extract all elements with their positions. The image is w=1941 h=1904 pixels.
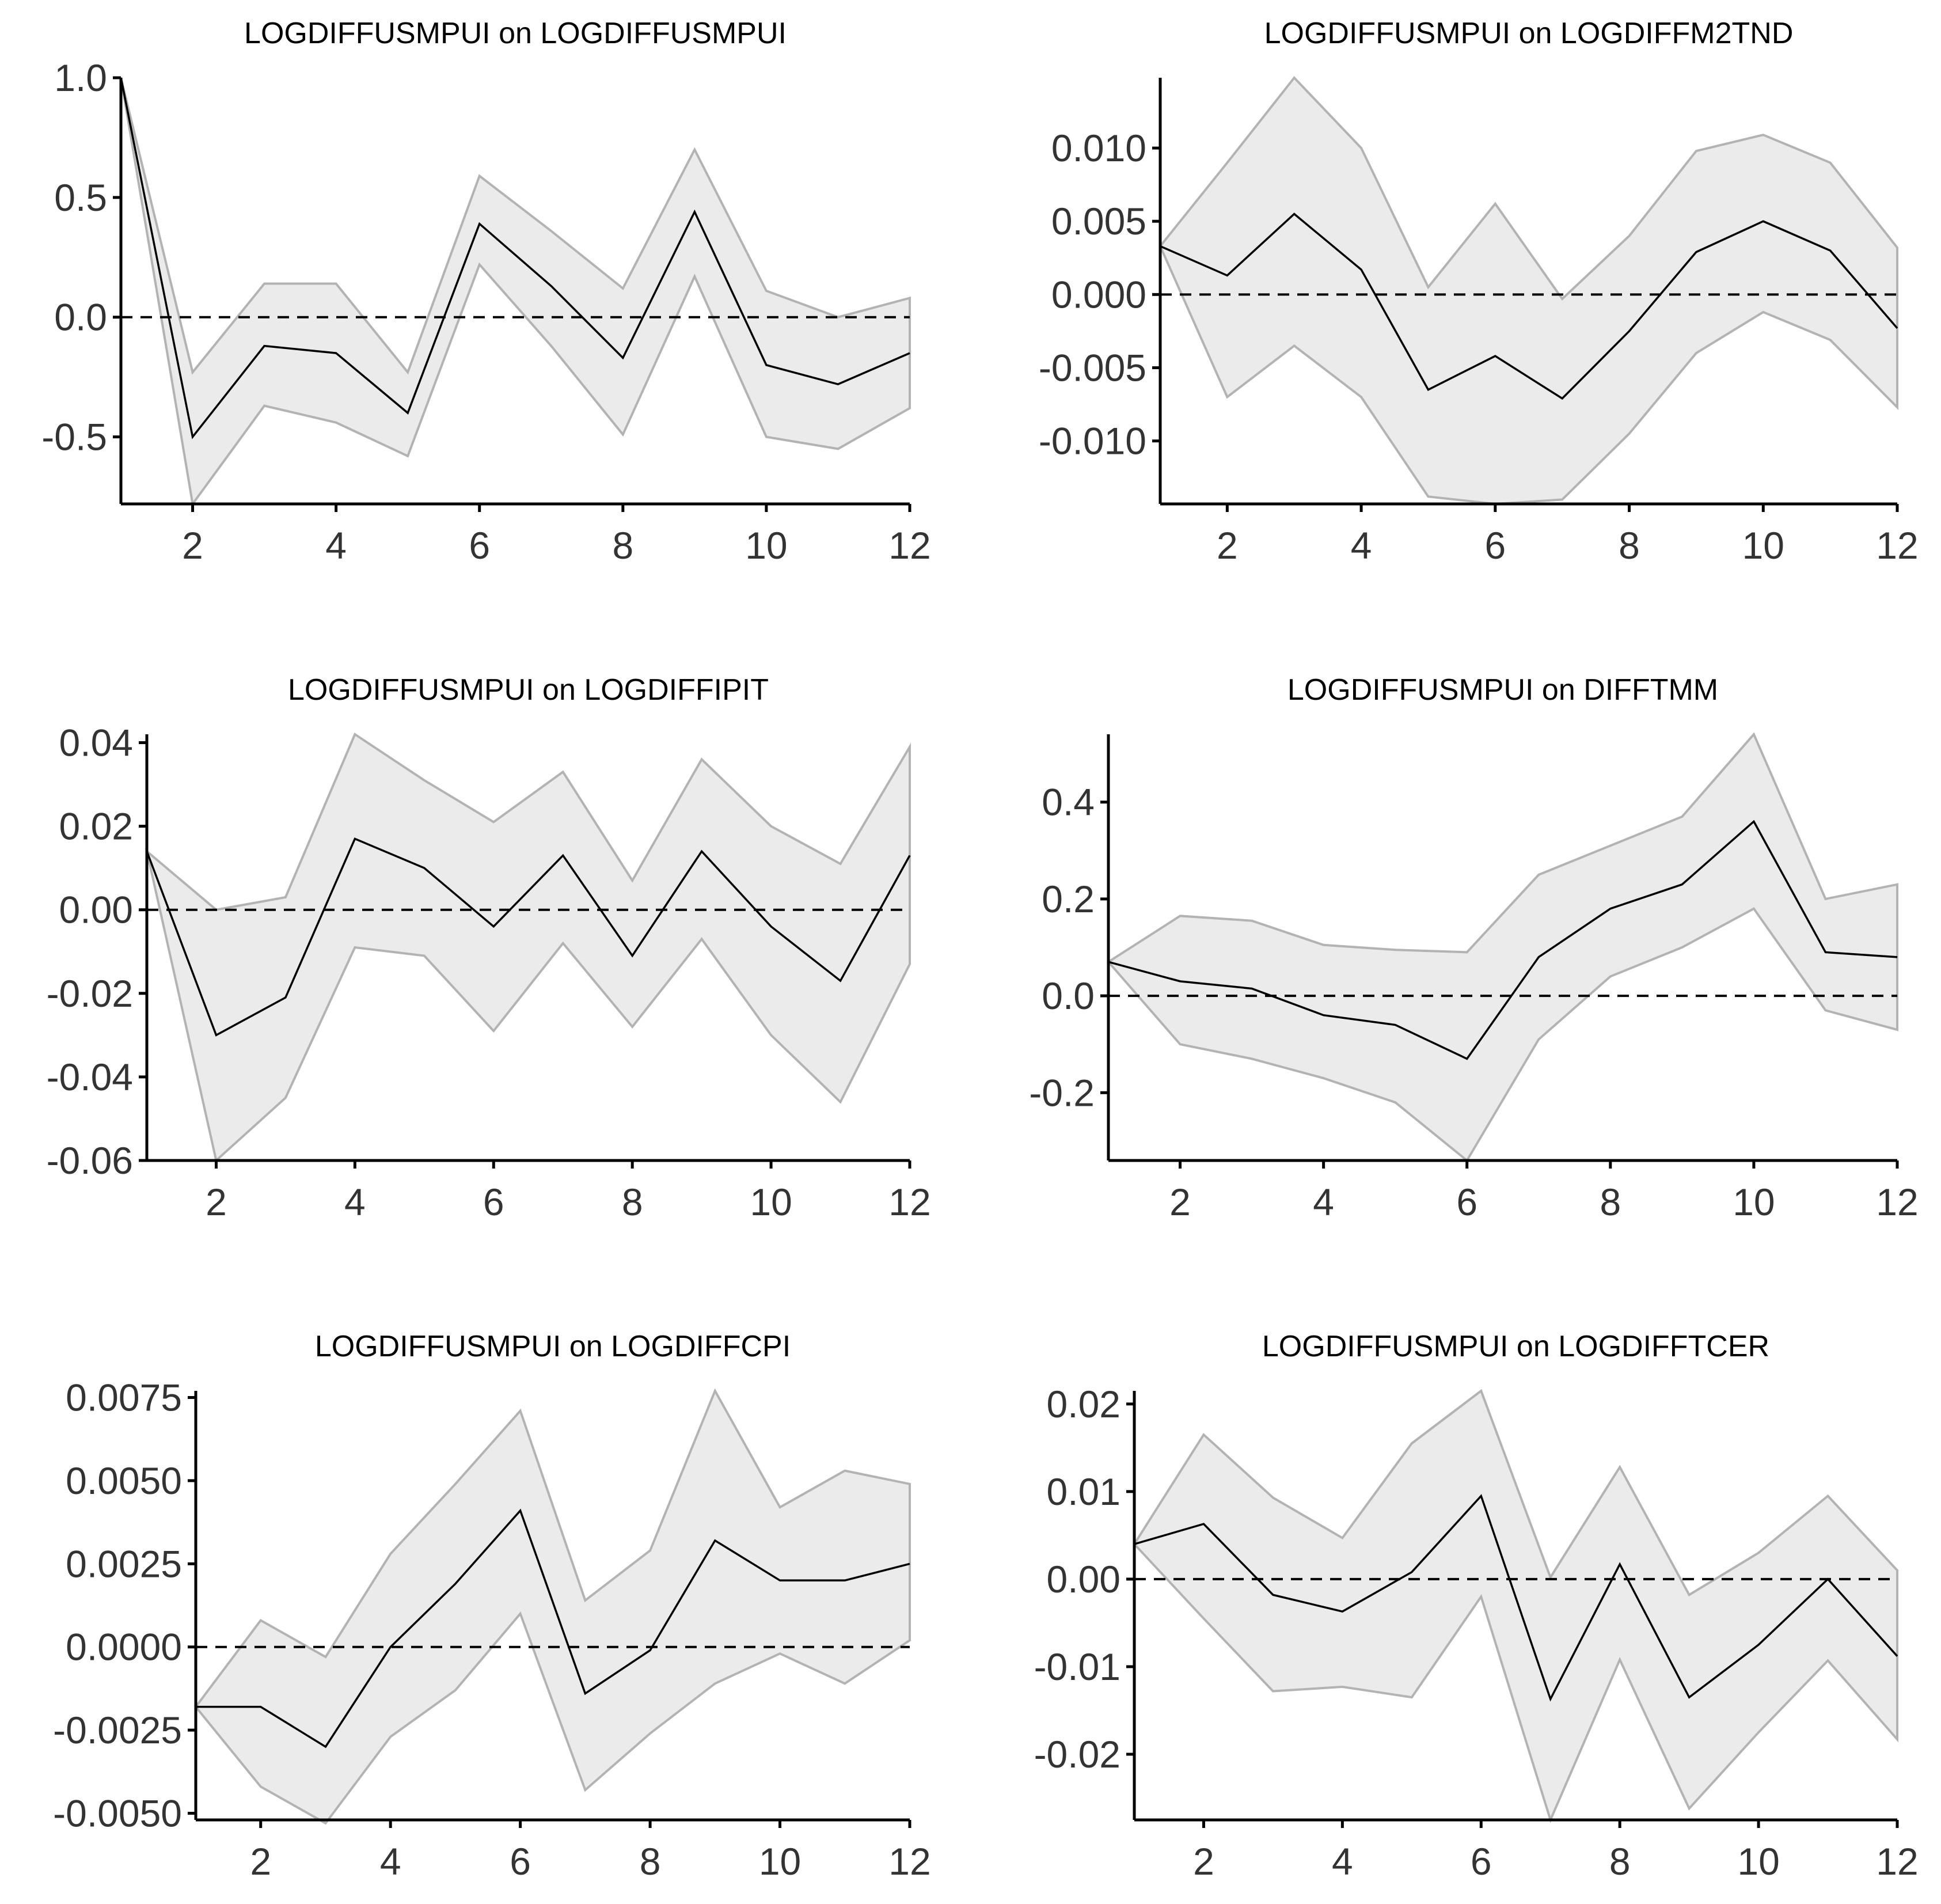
y-tick-label: 0.02: [1047, 1383, 1120, 1425]
y-tick-label: 0.00: [59, 889, 133, 931]
x-tick-label: 4: [344, 1181, 366, 1223]
y-tick-label: -0.02: [47, 972, 133, 1015]
y-tick-label: 0.0075: [66, 1376, 182, 1419]
chart-title: LOGDIFFUSMPUI on LOGDIFFTCER: [1262, 1330, 1769, 1363]
x-tick-label: 10: [1742, 524, 1784, 567]
x-tick-label: 2: [1169, 1181, 1191, 1223]
x-tick-label: 8: [1619, 524, 1640, 567]
x-tick-label: 10: [1737, 1840, 1779, 1883]
x-tick-label: 12: [888, 1181, 930, 1223]
irf-series-line: [1108, 820, 1898, 1060]
chart-title: LOGDIFFUSMPUI on LOGDIFFUSMPUI: [244, 17, 787, 50]
confidence-band: [1106, 732, 1898, 1163]
x-tick-label: 8: [1600, 1181, 1621, 1223]
x-tick-label: 6: [1484, 524, 1506, 567]
y-tick-label: 0.5: [54, 176, 107, 219]
confidence-band: [1158, 75, 1898, 506]
y-tick-label: -0.01: [1034, 1645, 1120, 1688]
chart-title: LOGDIFFUSMPUI on LOGDIFFM2TND: [1264, 17, 1794, 50]
x-tick-label: 12: [1876, 524, 1918, 567]
chart-title: LOGDIFFUSMPUI on LOGDIFFIPIT: [288, 673, 769, 707]
y-tick-label: 0.0050: [66, 1459, 182, 1502]
y-tick-label: 0.0025: [66, 1542, 182, 1585]
chart-panel: LOGDIFFUSMPUI on LOGDIFFCPI 0.0075 0.0050…: [53, 1330, 931, 1883]
x-tick-label: 2: [182, 524, 203, 567]
y-tick-label: 0.04: [59, 722, 133, 764]
x-tick-label: 10: [750, 1181, 792, 1223]
y-tick-label: 0.0000: [66, 1626, 182, 1668]
x-tick-label: 2: [250, 1840, 271, 1883]
y-tick-label: -0.0025: [53, 1709, 182, 1751]
x-tick-label: 8: [640, 1840, 661, 1883]
chart-panel: LOGDIFFUSMPUI on DIFFTMM 0.4 0.2 0.0 -0.2 2 4…: [1029, 673, 1918, 1223]
y-tick-label: -0.06: [47, 1139, 133, 1182]
confidence-band: [145, 733, 911, 1163]
y-tick-label: 0.000: [1051, 273, 1146, 316]
x-tick-label: 12: [1876, 1181, 1918, 1223]
y-tick-label: 0.00: [1047, 1558, 1120, 1600]
x-tick-label: 12: [888, 524, 930, 567]
x-tick-label: 6: [1456, 1181, 1477, 1223]
chart-panel: LOGDIFFUSMPUI on LOGDIFFIPIT 0.04 0.02 0.0…: [47, 673, 931, 1223]
y-tick-label: -0.2: [1029, 1071, 1095, 1114]
y-tick-label: 0.0: [54, 296, 107, 339]
x-tick-label: 8: [1609, 1840, 1631, 1883]
x-tick-label: 8: [612, 524, 633, 567]
irf-series-line: [146, 837, 911, 1037]
chart-panel: LOGDIFFUSMPUI on LOGDIFFUSMPUI 1.0 0.5 0.0…: [41, 17, 930, 567]
y-tick-label: -0.5: [41, 416, 107, 458]
y-tick-label: 1.0: [54, 56, 107, 99]
y-tick-label: -0.02: [1034, 1733, 1120, 1776]
y-tick-label: -0.04: [47, 1056, 133, 1098]
y-tick-label: -0.010: [1039, 420, 1146, 462]
y-tick-label: 0.005: [1051, 200, 1146, 242]
chart-title: LOGDIFFUSMPUI on DIFFTMM: [1287, 673, 1718, 707]
chart-panel: LOGDIFFUSMPUI on LOGDIFFM2TND 0.010 0.005…: [1039, 17, 1919, 567]
x-tick-label: 2: [1193, 1840, 1214, 1883]
x-tick-label: 10: [745, 524, 787, 567]
x-tick-label: 10: [1733, 1181, 1775, 1223]
irf-series-line: [120, 77, 910, 439]
y-tick-label: 0.2: [1042, 878, 1095, 920]
y-tick-label: 0.010: [1051, 127, 1146, 169]
x-tick-label: 12: [1876, 1840, 1918, 1883]
chart-panel: LOGDIFFUSMPUI on LOGDIFFTCER 0.02 0.01 0.0…: [1034, 1330, 1919, 1883]
x-tick-label: 10: [759, 1840, 801, 1883]
x-tick-label: 6: [469, 524, 490, 567]
x-tick-label: 2: [206, 1181, 227, 1223]
x-tick-label: 4: [1351, 524, 1372, 567]
y-tick-label: -0.0050: [53, 1792, 182, 1834]
x-tick-label: 4: [1332, 1840, 1353, 1883]
irf-series-line: [1134, 1494, 1898, 1702]
irf-series-line: [1160, 213, 1898, 400]
x-tick-label: 6: [483, 1181, 504, 1223]
x-tick-label: 2: [1217, 524, 1238, 567]
y-tick-label: 0.02: [59, 805, 133, 848]
y-tick-label: 0.0: [1042, 974, 1095, 1017]
confidence-band: [194, 1388, 911, 1825]
y-tick-label: 0.01: [1047, 1470, 1120, 1513]
confidence-band: [1133, 1389, 1898, 1823]
irf-series-line: [196, 1508, 910, 1749]
y-tick-label: -0.005: [1039, 347, 1146, 389]
confidence-band: [120, 77, 911, 507]
x-tick-label: 8: [622, 1181, 643, 1223]
x-tick-label: 4: [325, 524, 347, 567]
x-tick-label: 6: [510, 1840, 531, 1883]
y-tick-label: 0.4: [1042, 781, 1095, 824]
chart-title: LOGDIFFUSMPUI on LOGDIFFCPI: [315, 1330, 791, 1363]
x-tick-label: 6: [1471, 1840, 1492, 1883]
x-tick-label: 12: [888, 1840, 930, 1883]
x-tick-label: 4: [1313, 1181, 1334, 1223]
x-tick-label: 4: [380, 1840, 401, 1883]
